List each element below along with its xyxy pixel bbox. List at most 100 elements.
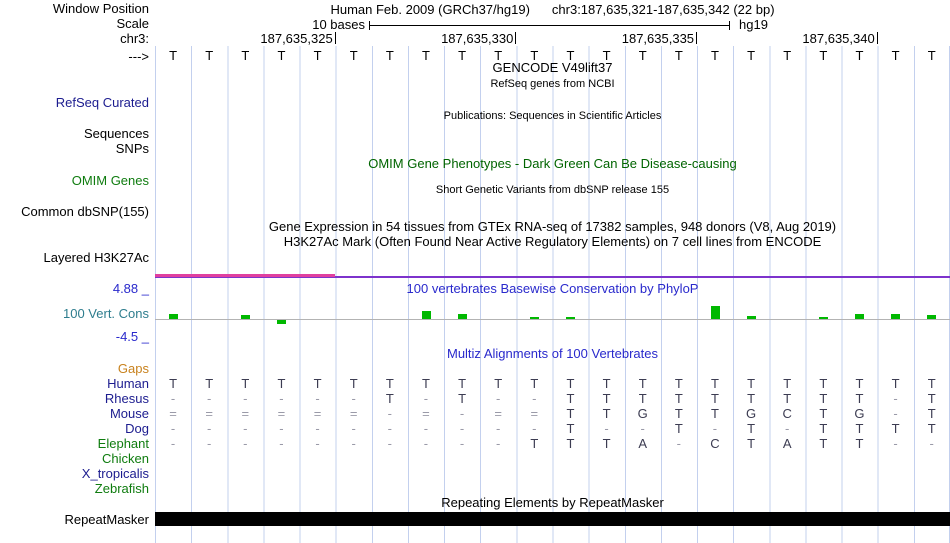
alignment-base: T xyxy=(458,391,467,406)
base-letter: T xyxy=(241,48,250,63)
assembly-name: hg19 xyxy=(739,17,768,32)
track-title-dbsnp: Short Genetic Variants from dbSNP releas… xyxy=(435,184,670,196)
track-label-zebrafish[interactable]: Zebrafish xyxy=(94,481,149,496)
alignment-base: - xyxy=(496,391,501,406)
alignment-base: T xyxy=(747,421,756,436)
track-title-multiz[interactable]: Multiz Alignments of 100 Vertebrates xyxy=(446,346,658,361)
alignment-base: T xyxy=(566,406,575,421)
track-label-vert-cons[interactable]: 100 Vert. Cons xyxy=(63,306,149,321)
base-letter: T xyxy=(385,48,394,63)
alignment-base: - xyxy=(243,436,248,451)
alignment-base: - xyxy=(423,421,429,436)
track-label-dog[interactable]: Dog xyxy=(125,421,149,436)
alignment-base: = xyxy=(277,406,286,421)
alignment-base: - xyxy=(207,421,212,436)
alignment-base: - xyxy=(387,406,392,421)
conservation-bar xyxy=(855,314,865,319)
track-title-omim[interactable]: OMIM Gene Phenotypes - Dark Green Can Be… xyxy=(368,156,737,171)
alignment-base: T xyxy=(927,406,936,421)
alignment-base: - xyxy=(459,406,465,421)
alignment-base: - xyxy=(640,421,645,436)
base-letter: T xyxy=(458,48,467,63)
alignment-base: T xyxy=(566,421,575,436)
alignment-base: T xyxy=(566,436,575,451)
conservation-bar xyxy=(710,306,720,319)
alignment-base: T xyxy=(783,376,792,391)
alignment-base: T xyxy=(566,376,575,391)
track-label-mouse[interactable]: Mouse xyxy=(109,406,149,421)
alignment-base: - xyxy=(423,391,429,406)
window-position-header: Human Feb. 2009 (GRCh37/hg19) chr3:187,6… xyxy=(155,2,950,17)
ruler-tick xyxy=(515,32,517,44)
track-label-x_tropicalis[interactable]: X_tropicalis xyxy=(81,466,149,481)
conservation-bar xyxy=(276,320,286,324)
track-label-omim-genes[interactable]: OMIM Genes xyxy=(71,173,149,188)
alignment-base: T xyxy=(494,376,503,391)
scale-label: Scale xyxy=(116,16,149,31)
alignment-base: - xyxy=(893,391,898,406)
alignment-base: T xyxy=(819,421,828,436)
track-title-h3k27ac[interactable]: H3K27Ac Mark (Often Found Near Active Re… xyxy=(283,234,822,249)
ruler-tick xyxy=(696,32,698,44)
scale-value: 10 bases xyxy=(312,17,365,32)
alignment-base: T xyxy=(674,391,683,406)
track-label-rhesus[interactable]: Rhesus xyxy=(104,391,149,406)
track-title-publications[interactable]: Publications: Sequences in Scientific Ar… xyxy=(443,110,662,122)
base-letter: T xyxy=(530,48,539,63)
base-letter: T xyxy=(602,48,611,63)
track-label-refseq-curated[interactable]: RefSeq Curated xyxy=(55,95,149,110)
alignment-base: T xyxy=(747,391,756,406)
base-letter: T xyxy=(169,48,178,63)
track-label-snps[interactable]: SNPs xyxy=(115,141,149,156)
conservation-bar xyxy=(566,317,576,319)
alignment-base: T xyxy=(169,376,178,391)
alignment-base: T xyxy=(891,421,900,436)
conservation-bar xyxy=(421,311,431,319)
alignment-base: - xyxy=(170,391,176,406)
base-letter: T xyxy=(891,48,900,63)
track-label-chicken[interactable]: Chicken xyxy=(102,451,149,466)
base-letter: T xyxy=(747,48,756,63)
alignment-base: T xyxy=(530,436,539,451)
scale-bar xyxy=(369,21,730,30)
track-label-repeatmasker[interactable]: RepeatMasker xyxy=(64,512,149,527)
base-letter: T xyxy=(783,48,792,63)
alignment-base: T xyxy=(421,376,430,391)
base-letter: T xyxy=(566,48,575,63)
track-label-human[interactable]: Human xyxy=(107,376,149,391)
track-label-common-dbsnp[interactable]: Common dbSNP(155) xyxy=(21,204,149,219)
base-letter: T xyxy=(277,48,286,63)
alignment-base: T xyxy=(819,436,828,451)
repeatmasker-bar[interactable] xyxy=(155,512,950,526)
track-title-gtex[interactable]: Gene Expression in 54 tissues from GTEx … xyxy=(268,219,837,234)
track-label-gaps[interactable]: Gaps xyxy=(117,361,149,376)
alignment-base: - xyxy=(279,436,284,451)
alignment-base: C xyxy=(710,436,720,451)
alignment-base: - xyxy=(207,436,212,451)
alignment-base: - xyxy=(532,391,537,406)
alignment-base: T xyxy=(855,391,864,406)
track-title-phylop[interactable]: 100 vertebrates Basewise Conservation by… xyxy=(406,281,699,296)
alignment-base: - xyxy=(351,421,356,436)
alignment-base: T xyxy=(602,406,611,421)
base-letter: T xyxy=(205,48,214,63)
alignment-base: T xyxy=(674,376,683,391)
base-letter: T xyxy=(421,48,430,63)
conservation-bar xyxy=(927,315,937,319)
track-label-layered-h3k27ac[interactable]: Layered H3K27Ac xyxy=(43,250,149,265)
track-title-gencode[interactable]: GENCODE V49lift37 xyxy=(492,60,613,75)
conservation-bar xyxy=(168,314,178,319)
base-letter: T xyxy=(494,48,503,63)
alignment-base: - xyxy=(893,406,898,421)
alignment-base: T xyxy=(602,436,611,451)
alignment-base: T xyxy=(241,376,250,391)
alignment-base: = xyxy=(530,406,539,421)
track-title-repeatmasker[interactable]: Repeating Elements by RepeatMasker xyxy=(441,495,664,510)
track-label-elephant[interactable]: Elephant xyxy=(97,436,149,451)
track-label-sequences[interactable]: Sequences xyxy=(83,126,149,141)
conservation-min-value: -4.5 _ xyxy=(115,329,149,344)
alignment-base: T xyxy=(602,376,611,391)
base-letter: T xyxy=(313,48,322,63)
h3k27ac-violet-signal-line xyxy=(155,276,950,278)
